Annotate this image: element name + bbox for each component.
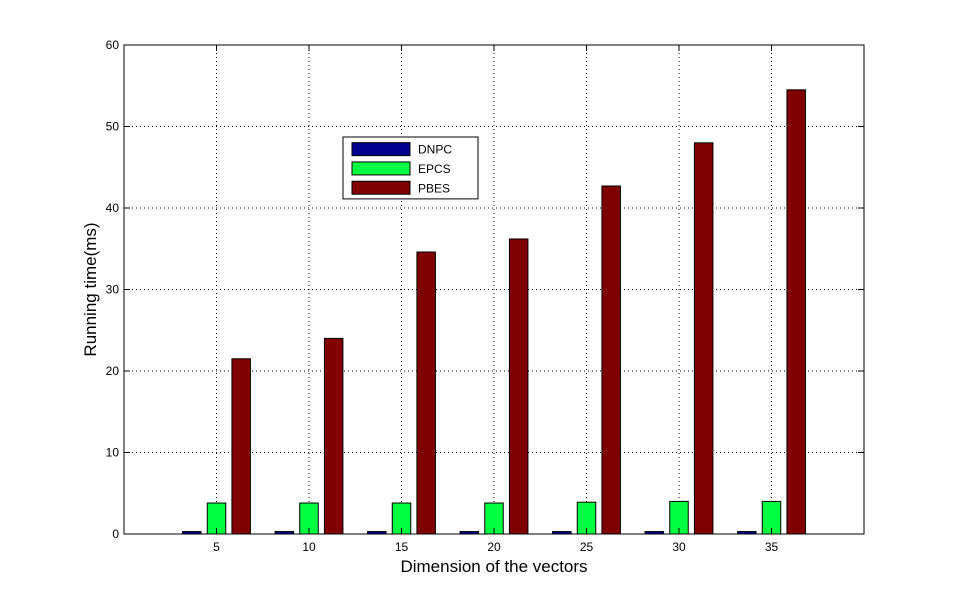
grid-lines: [124, 45, 864, 534]
y-tick-label: 50: [106, 120, 120, 134]
y-tick-label: 30: [106, 283, 120, 297]
legend-swatch-dnpc: [351, 142, 411, 157]
bar-pbes: [693, 142, 714, 535]
y-tick-label: 10: [106, 446, 120, 460]
legend-swatch-pbes: [351, 180, 411, 195]
x-tick-label: 5: [213, 540, 220, 554]
bar-pbes: [508, 238, 529, 535]
y-tick-label: 40: [106, 201, 120, 215]
x-tick-label: 15: [395, 540, 409, 554]
x-tick-label: 25: [580, 540, 594, 554]
bar-pbes: [416, 251, 436, 535]
y-tick-label: 60: [106, 38, 120, 52]
bar-pbes: [786, 89, 806, 535]
legend-swatch-epcs: [351, 161, 411, 176]
bar-pbes: [601, 185, 621, 535]
legend-label-epcs: EPCS: [418, 162, 451, 176]
bars: [182, 89, 806, 535]
y-axis-label: Running time(ms): [81, 222, 100, 356]
x-tick-label: 20: [487, 540, 501, 554]
x-axis-label: Dimension of the vectors: [400, 557, 587, 576]
legend-label-dnpc: DNPC: [418, 143, 452, 157]
legend-label-pbes: PBES: [418, 181, 450, 195]
y-tick-label: 0: [112, 527, 119, 541]
x-tick-label: 35: [765, 540, 779, 554]
y-tick-label: 20: [106, 364, 120, 378]
x-tick-label: 30: [672, 540, 686, 554]
bar-pbes: [323, 337, 344, 535]
bar-pbes: [231, 358, 251, 535]
x-tick-label: 10: [302, 540, 316, 554]
ticks: 0 10 20 30 40 50 60 5 10 15 20 25 30 35: [106, 38, 864, 554]
legend: DNPC EPCS PBES: [342, 136, 479, 200]
